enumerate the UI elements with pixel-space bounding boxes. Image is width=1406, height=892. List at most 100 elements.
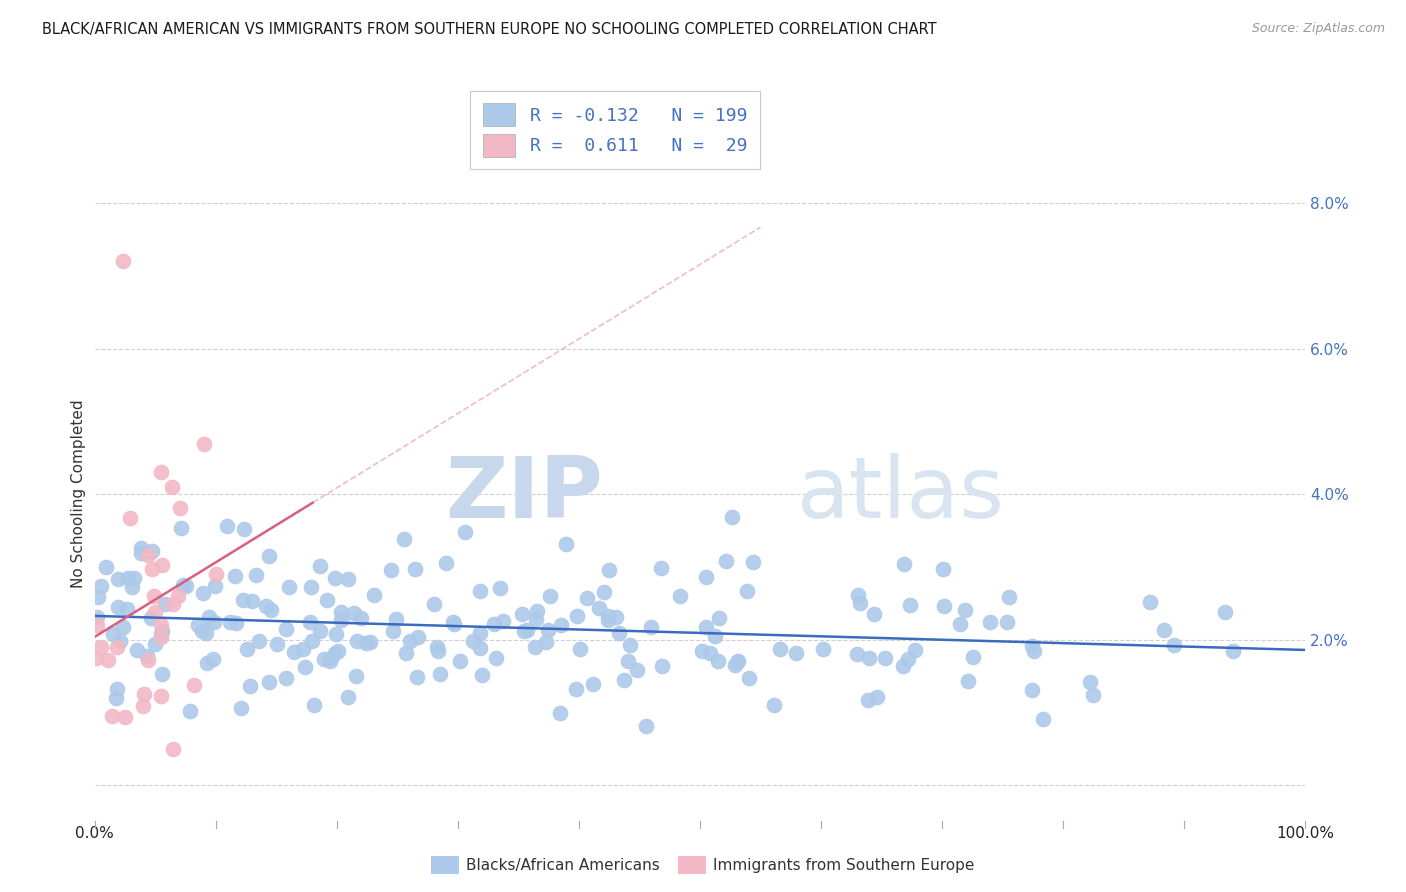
Point bbox=[846, 588, 869, 602]
Point bbox=[321, 650, 343, 665]
Point bbox=[454, 525, 477, 540]
Point bbox=[596, 613, 619, 627]
Point bbox=[613, 673, 636, 688]
Point bbox=[257, 675, 280, 690]
Point bbox=[429, 667, 451, 681]
Point bbox=[724, 658, 747, 673]
Point bbox=[468, 640, 491, 655]
Point bbox=[330, 614, 353, 628]
Point bbox=[634, 719, 657, 733]
Point bbox=[406, 631, 429, 645]
Point bbox=[283, 645, 305, 659]
Point bbox=[516, 623, 538, 637]
Point bbox=[716, 554, 738, 568]
Point bbox=[172, 578, 194, 592]
Point bbox=[325, 626, 347, 640]
Point bbox=[231, 701, 253, 715]
Point bbox=[523, 640, 546, 654]
Point bbox=[301, 634, 323, 648]
Point bbox=[1078, 675, 1101, 690]
Point bbox=[898, 598, 921, 612]
Point bbox=[90, 640, 112, 655]
Point bbox=[695, 620, 717, 634]
Point bbox=[482, 617, 505, 632]
Point bbox=[194, 626, 217, 640]
Point bbox=[709, 611, 731, 625]
Point bbox=[979, 615, 1001, 629]
Point bbox=[315, 593, 337, 607]
Point bbox=[240, 593, 263, 607]
Point bbox=[598, 608, 620, 623]
Point bbox=[538, 589, 561, 603]
Point bbox=[150, 465, 173, 479]
Point bbox=[141, 561, 163, 575]
Point bbox=[738, 671, 761, 685]
Text: ZIP: ZIP bbox=[446, 452, 603, 535]
Point bbox=[491, 614, 513, 628]
Point bbox=[1153, 624, 1175, 638]
Point bbox=[727, 654, 749, 668]
Point bbox=[132, 699, 155, 714]
Point bbox=[330, 605, 353, 619]
Point bbox=[141, 544, 163, 558]
Point bbox=[117, 602, 139, 616]
Point bbox=[862, 607, 884, 622]
Point bbox=[114, 710, 136, 724]
Point bbox=[150, 624, 173, 638]
Point bbox=[294, 659, 316, 673]
Point bbox=[426, 640, 449, 654]
Point bbox=[143, 589, 166, 603]
Point bbox=[105, 640, 128, 654]
Point bbox=[564, 681, 586, 696]
Point bbox=[350, 610, 373, 624]
Point bbox=[555, 537, 578, 551]
Point bbox=[510, 607, 533, 621]
Point bbox=[84, 651, 107, 665]
Point bbox=[136, 548, 159, 562]
Point bbox=[392, 532, 415, 546]
Point bbox=[893, 557, 915, 571]
Point bbox=[565, 609, 588, 624]
Point bbox=[512, 624, 534, 639]
Point bbox=[232, 593, 254, 607]
Point bbox=[932, 599, 955, 613]
Point bbox=[190, 624, 212, 638]
Point bbox=[704, 629, 727, 643]
Point bbox=[187, 617, 209, 632]
Point bbox=[342, 607, 364, 621]
Point bbox=[278, 580, 301, 594]
Point bbox=[955, 603, 977, 617]
Point bbox=[122, 571, 145, 585]
Point bbox=[856, 693, 879, 707]
Point bbox=[344, 669, 367, 683]
Point bbox=[537, 623, 560, 637]
Point bbox=[217, 519, 239, 533]
Point bbox=[468, 626, 491, 640]
Point bbox=[626, 663, 648, 677]
Point bbox=[1163, 638, 1185, 652]
Point bbox=[120, 511, 142, 525]
Point bbox=[260, 603, 283, 617]
Point bbox=[735, 584, 758, 599]
Point bbox=[197, 656, 219, 670]
Point bbox=[651, 659, 673, 673]
Point bbox=[956, 673, 979, 688]
Point bbox=[108, 634, 131, 648]
Point bbox=[139, 611, 162, 625]
Point bbox=[605, 610, 627, 624]
Point bbox=[575, 591, 598, 606]
Point bbox=[398, 633, 420, 648]
Point bbox=[568, 642, 591, 657]
Point bbox=[111, 620, 134, 634]
Point bbox=[198, 610, 221, 624]
Point bbox=[314, 652, 336, 666]
Point bbox=[266, 637, 288, 651]
Legend: R = -0.132   N = 199, R =  0.611   N =  29: R = -0.132 N = 199, R = 0.611 N = 29 bbox=[471, 90, 761, 169]
Point bbox=[593, 585, 616, 599]
Point bbox=[811, 642, 834, 657]
Point bbox=[485, 650, 508, 665]
Point bbox=[640, 620, 662, 634]
Point bbox=[858, 651, 880, 665]
Point bbox=[274, 671, 297, 685]
Point bbox=[489, 581, 512, 595]
